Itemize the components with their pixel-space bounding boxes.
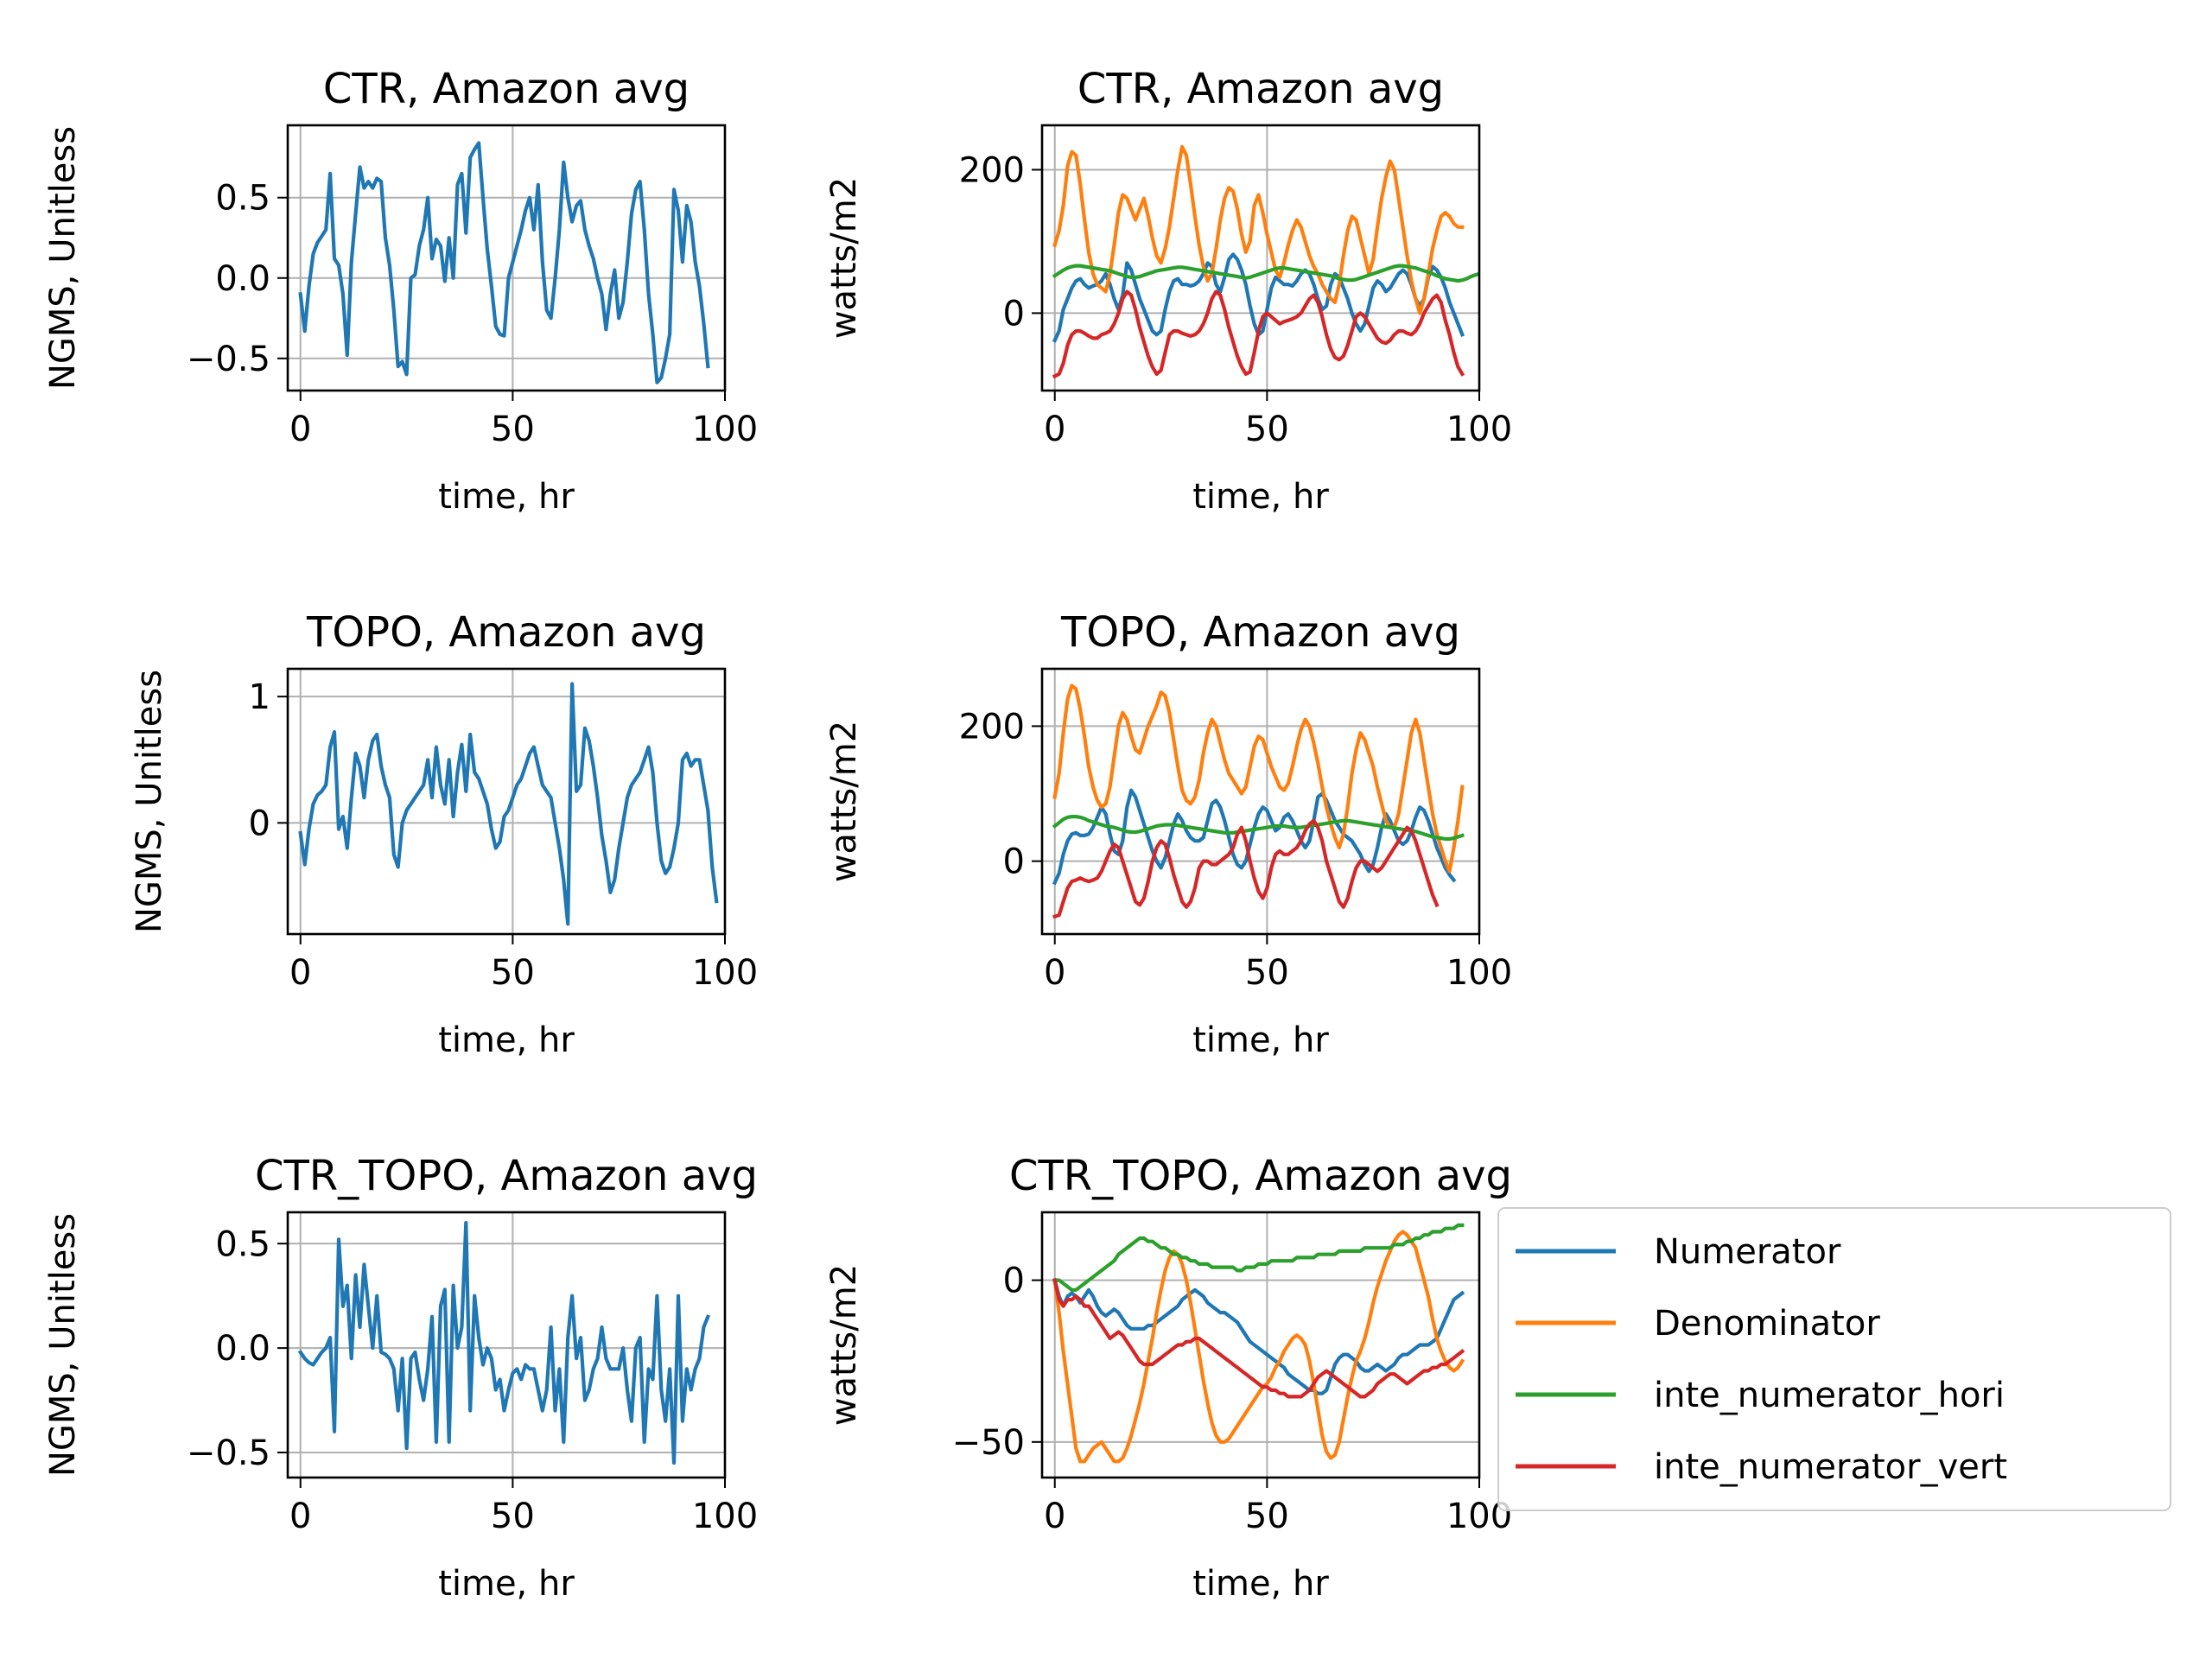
subplot-flux_topo: 0 50 100 0 200 TOPO, Amazon avg time, hr watts/… [824, 608, 1512, 1060]
x-tick-label: 100 [1446, 953, 1512, 993]
y-tick-label: 0 [1003, 294, 1025, 334]
y-axis-label: NGMS, Unitless [130, 670, 169, 933]
axes-frame [286, 124, 727, 392]
x-axis-label: time, hr [438, 1564, 575, 1604]
series-line-inte-numerator-hori [1052, 1223, 1465, 1293]
series-line-ngms [298, 682, 719, 926]
x-axis-label: time, hr [1192, 477, 1329, 517]
y-axis-label: watts/m2 [824, 721, 864, 882]
x-axis-label: time, hr [1192, 1564, 1329, 1604]
y-tick-label: 0.5 [215, 179, 270, 219]
legend-label: Numerator [1654, 1232, 1841, 1272]
y-tick-label: −50 [952, 1423, 1025, 1463]
subplot-ngms_ctr: 0 50 100 −0.5 0.0 0.5 CTR, Amazon avg time, hr N… [43, 65, 758, 517]
series-line-denominator [1052, 1230, 1465, 1464]
x-axis-label: time, hr [1192, 1020, 1329, 1060]
series-line-inte-numerator-vert [1052, 818, 1440, 919]
subplot-title: CTR, Amazon avg [1077, 65, 1444, 113]
axes-frame [1040, 667, 1481, 936]
x-tick-label: 0 [289, 410, 311, 449]
y-tick-label: 0 [1003, 842, 1025, 882]
x-tick-label: 0 [289, 1497, 311, 1536]
subplot-title: TOPO, Amazon avg [1060, 608, 1460, 657]
axes-frame [1040, 124, 1481, 392]
x-tick-label: 100 [692, 410, 758, 449]
y-axis-label: NGMS, Unitless [43, 1213, 83, 1477]
y-tick-label: 200 [959, 150, 1025, 190]
x-tick-label: 0 [1044, 1497, 1065, 1536]
y-tick-label: 200 [959, 707, 1025, 747]
series-line-numerator [1052, 1278, 1465, 1395]
legend-frame [1497, 1207, 2171, 1511]
x-tick-label: 100 [692, 953, 758, 993]
series-line-ngms [297, 1220, 711, 1465]
subplot-flux_ctr: 0 50 100 0 200 CTR, Amazon avg time, hr watts/m… [824, 65, 1512, 517]
series-line-ngms [298, 141, 710, 385]
series-line-inte-numerator-vert [1052, 289, 1465, 379]
series-line-inte-numerator-vert [1052, 1278, 1465, 1399]
y-tick-label: 1 [249, 677, 270, 717]
y-tick-label: −0.5 [187, 1433, 270, 1473]
series-line-inte-numerator-hori [1052, 264, 1479, 283]
x-tick-label: 0 [1044, 953, 1065, 993]
y-axis-label: NGMS, Unitless [43, 126, 83, 390]
y-tick-label: 0 [1003, 1262, 1025, 1301]
x-tick-label: 0 [1044, 410, 1065, 449]
x-tick-label: 50 [491, 410, 535, 449]
axes-frame [286, 667, 727, 936]
subplot-ngms_ctr_topo: 0 50 100 −0.5 0.0 0.5 CTR_TOPO, Amazon avg time… [43, 1152, 758, 1604]
x-tick-label: 0 [289, 953, 311, 993]
x-tick-label: 100 [692, 1497, 758, 1536]
x-tick-label: 100 [1446, 410, 1512, 449]
y-axis-label: watts/m2 [824, 177, 864, 339]
subplot-title: TOPO, Amazon avg [306, 608, 706, 657]
series-line-inte-numerator-hori [1052, 814, 1465, 842]
y-tick-label: 0.5 [215, 1224, 270, 1264]
axes-frame [1040, 1211, 1481, 1479]
axes-frame [286, 1211, 727, 1479]
series-line-numerator [1052, 788, 1457, 886]
x-tick-label: 50 [1245, 1497, 1289, 1536]
subplot-title: CTR, Amazon avg [323, 65, 690, 113]
subplot-title: CTR_TOPO, Amazon avg [255, 1152, 758, 1200]
legend-label: Denominator [1654, 1304, 1880, 1344]
y-tick-label: 0.0 [215, 1329, 270, 1369]
legend-label: inte_numerator_hori [1654, 1376, 2005, 1415]
x-axis-label: time, hr [438, 477, 575, 517]
x-axis-label: time, hr [438, 1020, 575, 1060]
y-tick-label: 0.0 [215, 259, 270, 299]
y-tick-label: 0 [249, 804, 270, 843]
legend: Numerator Denominator inte_numerator_horii… [1497, 1207, 2171, 1511]
y-axis-label: watts/m2 [824, 1264, 864, 1426]
x-tick-label: 50 [1245, 410, 1289, 449]
x-tick-label: 50 [491, 1497, 535, 1536]
subplot-ngms_topo: 0 50 100 0 1 TOPO, Amazon avg time, hr NGMS, Un… [130, 608, 758, 1060]
legend-label: inte_numerator_vert [1654, 1447, 2007, 1487]
subplot-title: CTR_TOPO, Amazon avg [1009, 1152, 1512, 1200]
series-line-denominator [1052, 144, 1465, 315]
x-tick-label: 50 [1245, 953, 1289, 993]
x-tick-label: 50 [491, 953, 535, 993]
y-tick-label: −0.5 [187, 340, 270, 379]
